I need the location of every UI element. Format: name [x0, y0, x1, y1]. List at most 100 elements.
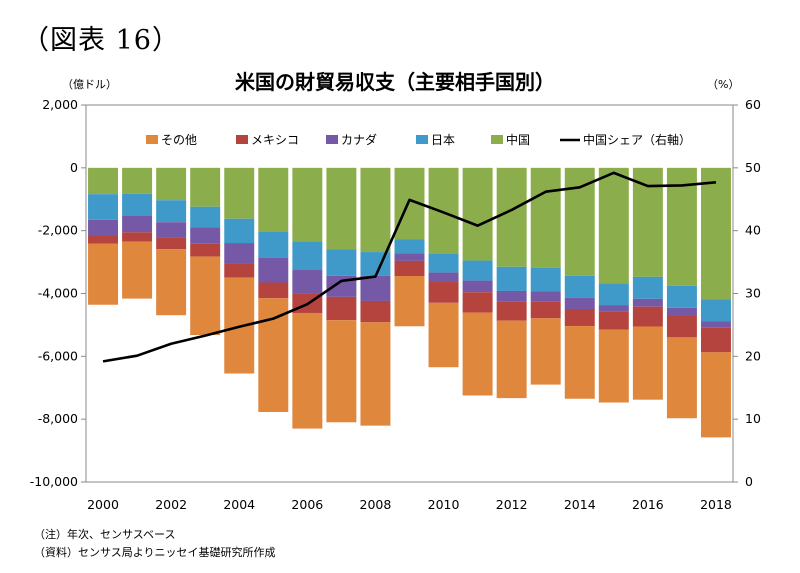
bar-メキシコ-2011	[462, 292, 493, 313]
bar-メキシコ-2018	[700, 327, 731, 353]
bar-その他-2017	[666, 337, 697, 419]
bar-メキシコ-2003	[190, 243, 221, 257]
bar-カナダ-2014	[564, 297, 595, 309]
bar-メキシコ-2005	[258, 282, 289, 299]
y-left-unit: （億ドル）	[62, 78, 117, 91]
y-right-tick-label: 50	[745, 160, 761, 175]
bar-メキシコ-2001	[122, 232, 153, 242]
bar-中国-2016	[632, 167, 663, 277]
legend-swatch-カナダ	[326, 135, 338, 144]
legend-label-カナダ: カナダ	[341, 132, 377, 147]
bar-メキシコ-2014	[564, 308, 595, 327]
figure-label: （図表 16）	[22, 25, 180, 56]
bar-その他-2018	[700, 352, 731, 438]
bar-その他-2001	[122, 241, 153, 299]
bar-中国-2011	[462, 167, 493, 261]
bar-中国-2013	[530, 167, 561, 268]
bar-カナダ-2009	[394, 253, 425, 261]
bar-日本-2001	[122, 193, 153, 216]
bar-日本-2002	[156, 200, 187, 223]
bar-日本-2000	[88, 194, 119, 220]
x-tick-label-2012: 2012	[496, 497, 528, 512]
y-right-tick-label: 60	[745, 97, 761, 112]
y-left-tick-label: -2,000	[38, 223, 78, 238]
bar-メキシコ-2002	[156, 237, 187, 250]
bar-カナダ-2017	[666, 307, 697, 316]
bar-その他-2014	[564, 326, 595, 399]
bar-中国-2015	[598, 167, 629, 284]
bar-カナダ-2008	[360, 275, 391, 301]
bar-日本-2011	[462, 260, 493, 281]
y-left-tick-label: -10,000	[30, 474, 78, 489]
bar-その他-2002	[156, 249, 187, 316]
bar-日本-2010	[428, 253, 459, 273]
legend-swatch-その他	[146, 135, 158, 144]
bar-日本-2003	[190, 206, 221, 228]
bar-日本-2009	[394, 239, 425, 254]
bar-カナダ-2005	[258, 257, 289, 283]
bar-メキシコ-2007	[326, 296, 357, 321]
y-left-tick-label: 2,000	[42, 97, 78, 112]
legend-label-中国シェア（右軸）: 中国シェア（右軸）	[583, 132, 691, 147]
bar-中国-2012	[496, 167, 527, 267]
legend-label-中国: 中国	[506, 132, 530, 147]
legend: その他 メキシコ カナダ 日本 中国 中国シェア（右軸）	[146, 132, 691, 147]
bar-中国-2005	[258, 167, 289, 232]
bar-メキシコ-2000	[88, 236, 119, 244]
bar-カナダ-2002	[156, 222, 187, 238]
share-line-layer	[102, 171, 717, 363]
bar-中国-2017	[666, 167, 697, 286]
bar-中国-2006	[292, 167, 323, 242]
bar-中国-2002	[156, 167, 187, 201]
x-tick-label-2014: 2014	[564, 497, 596, 512]
bar-メキシコ-2017	[666, 315, 697, 338]
bar-カナダ-2015	[598, 305, 629, 312]
bar-日本-2006	[292, 241, 323, 271]
legend-label-日本: 日本	[431, 133, 455, 147]
bar-中国-2004	[224, 167, 255, 219]
bar-その他-2008	[360, 322, 391, 426]
bar-その他-2016	[632, 326, 663, 400]
bar-日本-2012	[496, 266, 527, 291]
bar-中国-2018	[700, 167, 731, 300]
bar-カナダ-2011	[462, 280, 493, 293]
x-tick-label-2010: 2010	[428, 497, 460, 512]
x-tick-label-2008: 2008	[360, 497, 392, 512]
bar-日本-2014	[564, 275, 595, 298]
bar-カナダ-2004	[224, 243, 255, 264]
legend-label-その他: その他	[161, 133, 197, 147]
bar-メキシコ-2010	[428, 282, 459, 303]
y-right-tick-label: 30	[745, 286, 761, 301]
footnotes: （注）年次、センサスベース （資料）センサス局よりニッセイ基礎研究所作成	[34, 526, 276, 562]
bar-日本-2004	[224, 218, 255, 244]
bar-メキシコ-2008	[360, 300, 391, 323]
bar-メキシコ-2009	[394, 260, 425, 276]
bar-日本-2015	[598, 283, 629, 306]
bar-日本-2018	[700, 299, 731, 322]
footnote-note: （注）年次、センサスベース	[34, 528, 176, 541]
bar-その他-2009	[394, 276, 425, 327]
bar-日本-2017	[666, 285, 697, 308]
bar-その他-2011	[462, 312, 493, 396]
x-tick-label-2000: 2000	[87, 497, 119, 512]
bar-メキシコ-2016	[632, 306, 663, 327]
bar-カナダ-2012	[496, 290, 527, 302]
bar-日本-2016	[632, 276, 663, 299]
bar-中国-2007	[326, 167, 357, 250]
bar-カナダ-2000	[88, 219, 119, 237]
bar-カナダ-2016	[632, 298, 663, 307]
bar-その他-2013	[530, 318, 561, 385]
bar-カナダ-2013	[530, 291, 561, 302]
y-right-unit: （%）	[707, 78, 739, 91]
bar-メキシコ-2012	[496, 301, 527, 321]
bar-日本-2007	[326, 249, 357, 276]
y-right-tick-label: 0	[745, 474, 753, 489]
bar-その他-2015	[598, 329, 629, 403]
bar-中国-2014	[564, 167, 595, 276]
y-right-tick-label: 20	[745, 348, 761, 363]
x-tick-label-2002: 2002	[155, 497, 187, 512]
bar-中国-2000	[88, 167, 119, 195]
legend-swatch-メキシコ	[236, 135, 248, 144]
bar-カナダ-2003	[190, 227, 221, 244]
